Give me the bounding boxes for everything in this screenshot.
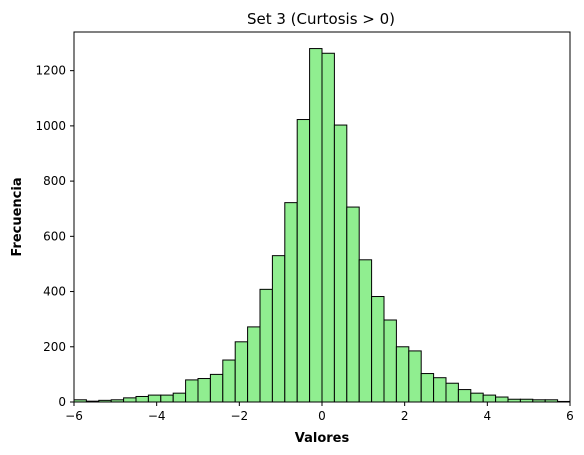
histogram-bar: [209, 373, 224, 403]
x-tick-label: 0: [318, 409, 326, 423]
y-tick-label: 400: [43, 285, 66, 299]
histogram-bar: [197, 378, 211, 403]
histogram-bar: [470, 392, 484, 403]
y-tick-label: 1000: [35, 119, 66, 133]
histogram-bar: [333, 124, 348, 403]
x-tick-label: 4: [484, 409, 492, 423]
y-axis-label: Frecuencia: [10, 177, 25, 256]
histogram-bar: [234, 341, 249, 403]
histogram-bar: [185, 379, 199, 403]
bars-group: [73, 48, 571, 403]
histogram-bar: [123, 397, 137, 403]
histogram-bar: [495, 396, 509, 403]
histogram-bar: [172, 392, 187, 403]
histogram-bar: [135, 395, 149, 403]
x-tick-label: −4: [148, 409, 166, 423]
histogram-bar: [445, 382, 459, 403]
x-axis-ticks: −6 −4 −2 0 2 4 6: [65, 402, 574, 423]
x-axis-label: Valores: [295, 431, 350, 446]
histogram-bar: [259, 288, 273, 403]
y-tick-label: 600: [43, 229, 66, 243]
histogram-bar: [371, 296, 385, 403]
y-tick-label: 200: [43, 340, 66, 354]
x-tick-label: 6: [566, 409, 574, 423]
histogram-bar: [358, 259, 373, 403]
y-tick-label: 0: [58, 395, 66, 409]
y-tick-label: 800: [43, 174, 66, 188]
histogram-bar: [284, 202, 298, 403]
x-tick-label: −2: [230, 409, 248, 423]
histogram-bar: [309, 48, 323, 403]
histogram-bar: [222, 359, 236, 403]
histogram-bar: [346, 206, 360, 403]
x-tick-label: 2: [401, 409, 409, 423]
chart-title: Set 3 (Curtosis > 0): [247, 10, 395, 28]
histogram-bar: [160, 394, 174, 403]
histogram-bar: [457, 389, 472, 403]
y-axis-ticks: 0 200 400 600 800 1000 1200: [35, 64, 74, 409]
histogram-bar: [383, 319, 397, 403]
histogram-bar: [433, 377, 447, 403]
histogram-bar: [408, 350, 422, 403]
histogram-bar: [147, 394, 162, 403]
histogram-bar: [321, 52, 335, 403]
y-tick-label: 1200: [35, 64, 66, 78]
histogram-bar: [420, 373, 435, 403]
histogram-bar: [395, 346, 410, 403]
x-tick-label: −6: [65, 409, 83, 423]
histogram-bar: [296, 119, 311, 403]
histogram-bar: [482, 394, 497, 403]
histogram-bar: [247, 326, 261, 403]
histogram-bar: [271, 255, 286, 403]
